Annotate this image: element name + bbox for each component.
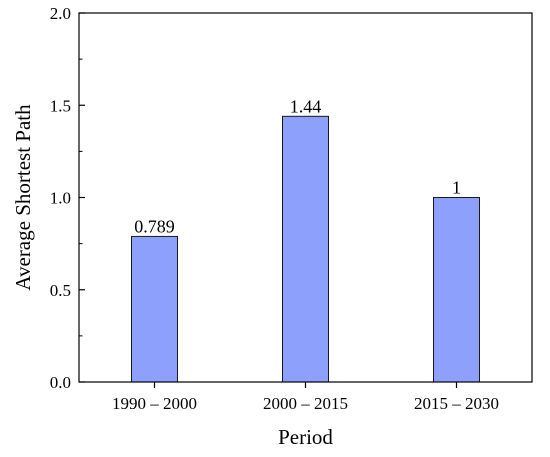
bar-2: [282, 115, 329, 383]
y-tick-label-5: 2.0: [50, 4, 71, 23]
bar-1: [131, 235, 178, 383]
plot-frame: [78, 12, 533, 383]
y-axis-title: Average Shortest Path: [11, 104, 35, 291]
x-axis-title: Period: [278, 425, 333, 449]
y-tick-label-4: 1.5: [50, 96, 71, 115]
bar-3: [433, 197, 480, 383]
data-label-3: 1: [452, 178, 461, 198]
x-axis-ticks: 1990 – 2000 2000 – 2015 2015 – 2030: [112, 382, 499, 413]
y-tick-label-2: 0.5: [50, 281, 71, 300]
data-labels-layer: 0.789 1.44 1: [134, 96, 461, 236]
data-label-1: 0.789: [134, 216, 175, 236]
bars-layer: [131, 115, 480, 383]
x-tick-label-2: 2000 – 2015: [263, 394, 348, 413]
x-tick-label-3: 2015 – 2030: [414, 394, 499, 413]
y-axis-ticks: 0.0 0.5 1.0 1.5 2.0: [50, 4, 85, 392]
y-tick-label-3: 1.0: [50, 189, 71, 208]
x-tick-label-1: 1990 – 2000: [112, 394, 197, 413]
data-label-2: 1.44: [290, 96, 322, 116]
y-tick-label-1: 0.0: [50, 373, 71, 392]
